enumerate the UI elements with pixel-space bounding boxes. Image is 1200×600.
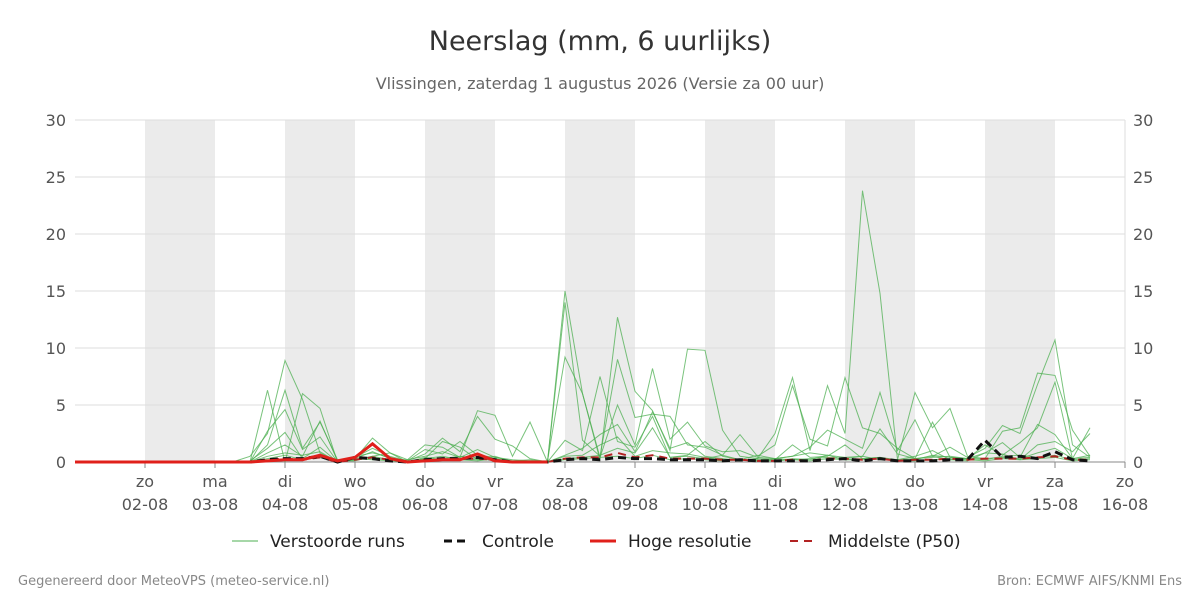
- x-tick-date-16-08: 16-08: [1102, 495, 1149, 514]
- x-tick-weekday-07-08: vr: [487, 472, 503, 491]
- x-tick-date-06-08: 06-08: [402, 495, 449, 514]
- grid-lines: [75, 119, 1126, 463]
- x-tick-weekday-05-08: wo: [344, 472, 367, 491]
- y-tick-left-10: 10: [46, 339, 66, 358]
- footer-generated-by: Gegenereerd door MeteoVPS (meteo-service…: [18, 574, 329, 589]
- x-tick-date-10-08: 10-08: [682, 495, 729, 514]
- x-tick-weekday-08-08: za: [556, 472, 574, 491]
- y-axis-left: 0 5 10 15 20 25 30: [46, 111, 66, 472]
- x-tick-weekday-14-08: vr: [977, 472, 993, 491]
- legend-label-median: Middelste (P50): [828, 532, 961, 552]
- x-tick-weekday-02-08: zo: [136, 472, 154, 491]
- y-tick-left-25: 25: [46, 168, 66, 187]
- y-tick-right-0: 0: [1133, 453, 1143, 472]
- x-tick-date-09-08: 09-08: [612, 495, 659, 514]
- y-tick-left-20: 20: [46, 225, 66, 244]
- y-tick-right-5: 5: [1133, 396, 1143, 415]
- legend-label-control: Controle: [482, 532, 554, 552]
- x-tick-date-14-08: 14-08: [962, 495, 1009, 514]
- legend-item-median[interactable]: Middelste (P50): [790, 532, 961, 552]
- chart-title: Neerslag (mm, 6 uurlijks): [429, 26, 771, 57]
- y-tick-right-20: 20: [1133, 225, 1153, 244]
- x-tick-date-15-08: 15-08: [1032, 495, 1079, 514]
- legend-item-control[interactable]: Controle: [444, 532, 554, 552]
- x-tick-date-12-08: 12-08: [822, 495, 869, 514]
- x-tick-date-08-08: 08-08: [542, 495, 589, 514]
- legend-label-highres: Hoge resolutie: [628, 532, 752, 552]
- x-tick-weekday-13-08: do: [905, 472, 925, 491]
- x-tick-weekday-04-08: di: [278, 472, 293, 491]
- x-tick-weekday-12-08: wo: [834, 472, 857, 491]
- legend-item-highres[interactable]: Hoge resolutie: [590, 532, 752, 552]
- x-tick-weekday-09-08: zo: [626, 472, 644, 491]
- x-tick-date-13-08: 13-08: [892, 495, 939, 514]
- x-tick-date-05-08: 05-08: [332, 495, 379, 514]
- legend-label-ensemble: Verstoorde runs: [270, 532, 405, 552]
- x-tick-weekday-06-08: do: [415, 472, 435, 491]
- footer-source: Bron: ECMWF AIFS/KNMI Ens: [997, 574, 1182, 589]
- x-tick-date-07-08: 07-08: [472, 495, 519, 514]
- x-tick-date-04-08: 04-08: [262, 495, 309, 514]
- y-tick-right-25: 25: [1133, 168, 1153, 187]
- y-tick-right-30: 30: [1133, 111, 1153, 130]
- x-axis: zo 02-08 ma 03-08 di 04-08 wo 05-08 do 06-08 vr 07-…: [122, 462, 1149, 514]
- x-tick-weekday-15-08: za: [1046, 472, 1064, 491]
- x-tick-weekday-16-08: zo: [1116, 472, 1134, 491]
- series-layer: [75, 190, 1091, 464]
- x-tick-weekday-10-08: ma: [692, 472, 717, 491]
- y-tick-left-5: 5: [56, 396, 66, 415]
- high-resolution-line: [75, 441, 548, 464]
- y-tick-left-0: 0: [56, 453, 66, 472]
- legend-item-ensemble[interactable]: Verstoorde runs: [232, 532, 405, 552]
- chart-subtitle: Vlissingen, zaterdag 1 augustus 2026 (Ve…: [376, 74, 825, 93]
- legend: Verstoorde runs Controle Hoge resolutie …: [232, 532, 961, 552]
- y-axis-right: 0 5 10 15 20 25 30: [1133, 111, 1153, 472]
- y-tick-left-30: 30: [46, 111, 66, 130]
- x-tick-weekday-11-08: di: [768, 472, 783, 491]
- x-tick-date-11-08: 11-08: [752, 495, 799, 514]
- x-tick-weekday-03-08: ma: [202, 472, 227, 491]
- y-tick-right-10: 10: [1133, 339, 1153, 358]
- x-tick-date-02-08: 02-08: [122, 495, 169, 514]
- y-tick-left-15: 15: [46, 282, 66, 301]
- y-tick-right-15: 15: [1133, 282, 1153, 301]
- x-tick-date-03-08: 03-08: [192, 495, 239, 514]
